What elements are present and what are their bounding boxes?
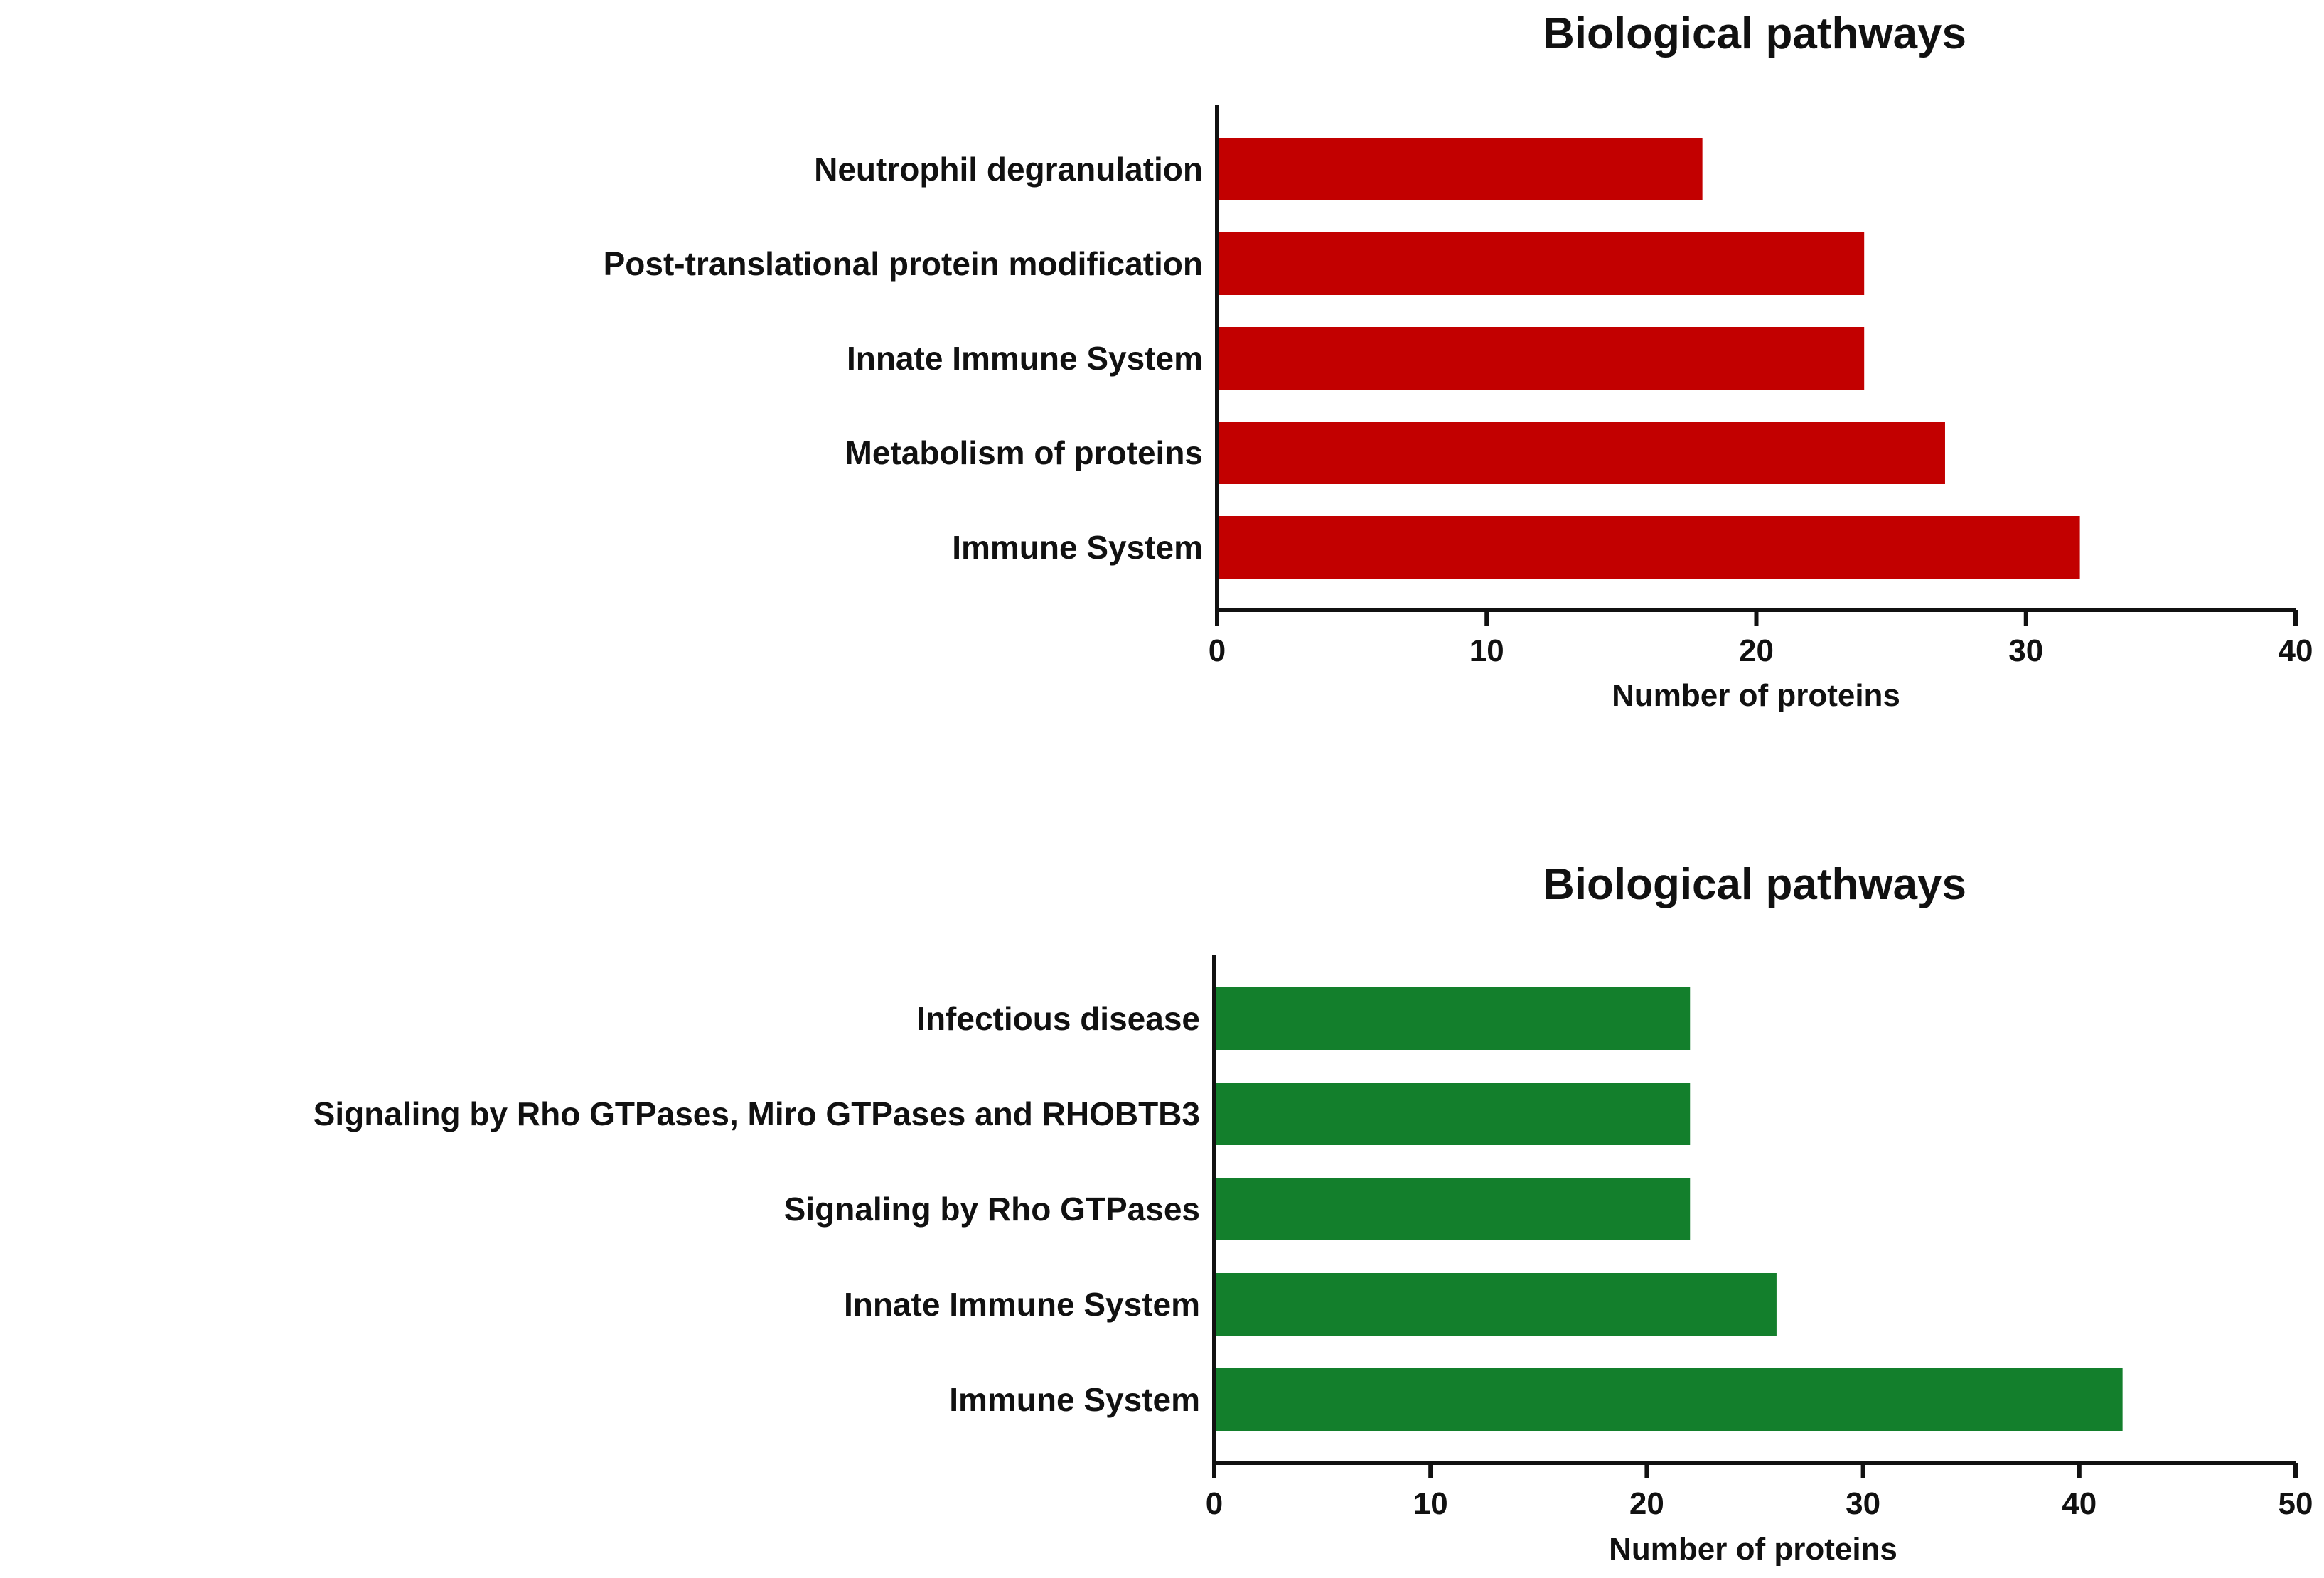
bar xyxy=(1214,1368,2123,1431)
bar xyxy=(1214,1273,1777,1336)
x-tick-label: 0 xyxy=(1206,1486,1223,1521)
x-tick-label: 30 xyxy=(2008,633,2043,668)
bar xyxy=(1217,422,1945,484)
x-tick-labels: 0 10 20 30 40 50 xyxy=(1206,1486,2313,1521)
bar xyxy=(1214,1083,1691,1145)
bar xyxy=(1217,138,1703,200)
category-label: Signaling by Rho GTPases, Miro GTPases a… xyxy=(314,1095,1200,1132)
x-ticks xyxy=(1215,610,2298,626)
x-tick-labels: 0 10 20 30 40 xyxy=(1209,633,2313,668)
chart-title: Biological pathways xyxy=(1543,860,1966,909)
bar xyxy=(1217,516,2080,579)
x-tick-label: 40 xyxy=(2062,1486,2097,1521)
category-labels: Neutrophil degranulation Post-translation… xyxy=(604,151,1203,566)
bar xyxy=(1214,1178,1691,1240)
category-label: Immune System xyxy=(952,529,1203,566)
x-tick-label: 50 xyxy=(2279,1486,2313,1521)
category-label: Metabolism of proteins xyxy=(845,434,1203,471)
chart-bottom: Biological pathways Infectious disease Si… xyxy=(314,860,2313,1567)
bars-group xyxy=(1214,987,2123,1431)
bar xyxy=(1214,987,1691,1050)
x-axis-label: Number of proteins xyxy=(1612,678,1900,713)
bar xyxy=(1217,232,1865,295)
category-label: Infectious disease xyxy=(916,1000,1200,1037)
category-label: Signaling by Rho GTPases xyxy=(784,1191,1200,1228)
bar xyxy=(1217,327,1865,390)
chart-top: Biological pathways Neutrophil degranula… xyxy=(604,9,2313,713)
x-tick-label: 30 xyxy=(1846,1486,1880,1521)
x-tick-label: 10 xyxy=(1469,633,1504,668)
x-tick-label: 20 xyxy=(1739,633,1774,668)
x-tick-label: 0 xyxy=(1209,633,1226,668)
x-axis-label: Number of proteins xyxy=(1609,1532,1897,1567)
category-label: Innate Immune System xyxy=(847,340,1203,377)
category-label: Innate Immune System xyxy=(844,1286,1200,1323)
category-label: Immune System xyxy=(949,1381,1200,1418)
x-tick-label: 40 xyxy=(2279,633,2313,668)
bars-group xyxy=(1217,138,2080,579)
chart-title: Biological pathways xyxy=(1543,9,1966,58)
x-ticks xyxy=(1212,1463,2298,1478)
category-labels: Infectious disease Signaling by Rho GTPas… xyxy=(314,1000,1200,1418)
x-tick-label: 10 xyxy=(1413,1486,1448,1521)
x-tick-label: 20 xyxy=(1629,1486,1664,1521)
category-label: Neutrophil degranulation xyxy=(814,151,1203,188)
category-label: Post-translational protein modification xyxy=(604,245,1203,282)
